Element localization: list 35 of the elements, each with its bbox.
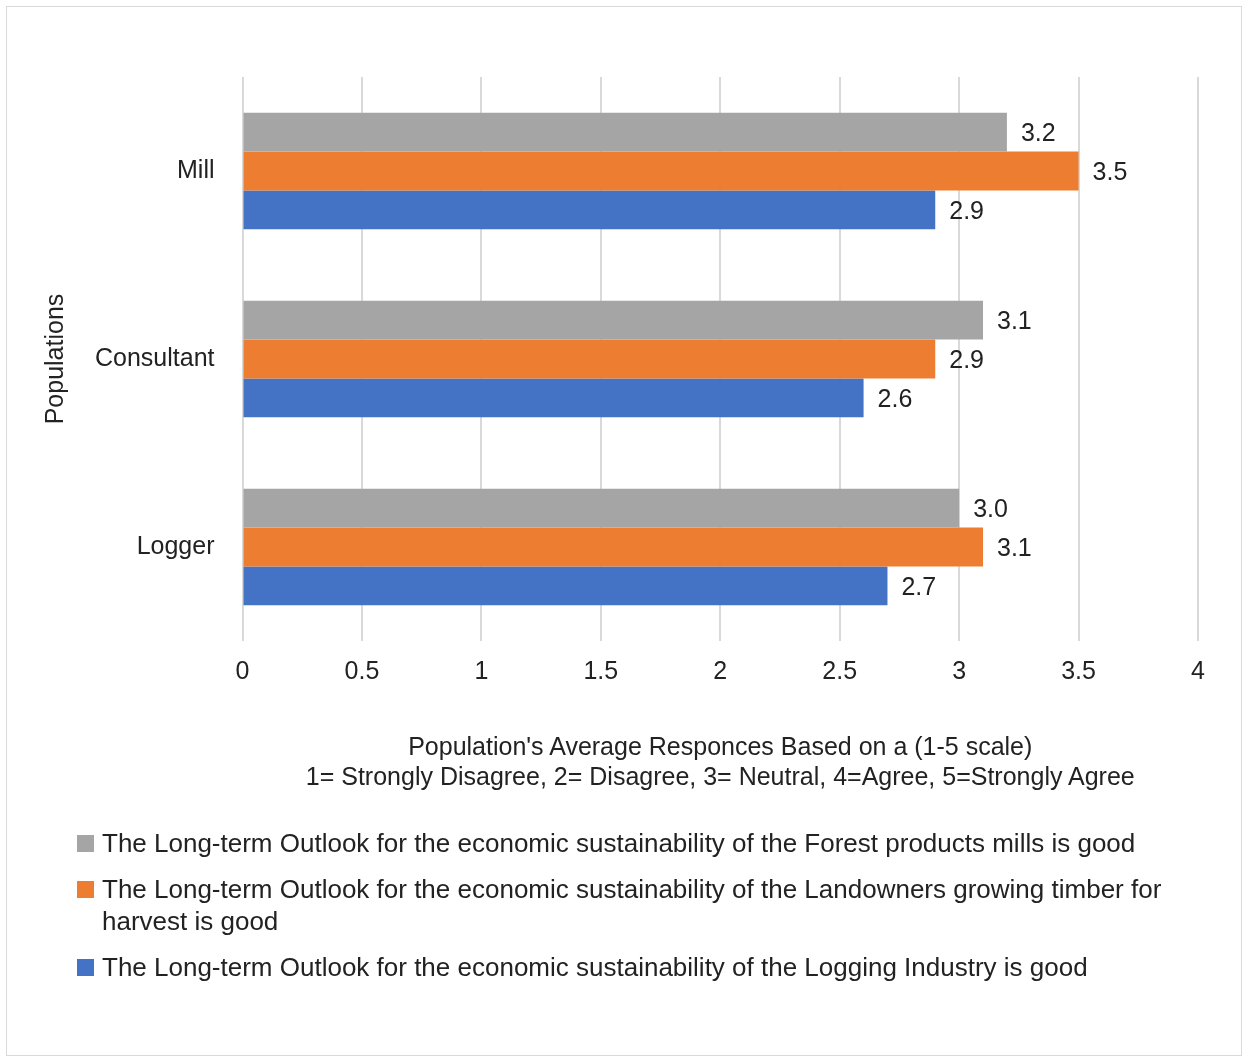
- y-tick-label: Consultant: [94, 342, 215, 371]
- bar: [243, 566, 888, 606]
- data-label: 3.1: [997, 306, 1032, 335]
- data-label: 3.0: [973, 494, 1008, 523]
- x-axis-title: Population's Average Responces Based on a (1-5 scale) 1= Strongly Disagree, 2= Disagree, 3= Neutral, 4=Agree, 5=Strongly Agree: [305, 731, 1135, 790]
- y-axis-title: Populations: [39, 293, 68, 425]
- bar: [243, 378, 864, 418]
- bar: [243, 300, 984, 340]
- data-label: 2.7: [901, 571, 937, 600]
- bar: [243, 339, 936, 379]
- x-tick-label: 4: [1191, 655, 1206, 684]
- data-label: 3.2: [1020, 118, 1056, 147]
- x-tick-label: 1: [474, 655, 489, 684]
- legend-label: The Long-term Outlook for the economic sustainability of the Logging Industry is good: [102, 951, 1088, 983]
- data-label: 3.5: [1092, 156, 1128, 185]
- bar: [243, 527, 984, 567]
- x-tick-label: 2.5: [822, 655, 858, 684]
- x-tick-label: 1.5: [583, 655, 619, 684]
- y-tick-label: Mill: [177, 154, 215, 183]
- bar: [243, 488, 960, 528]
- x-tick-label: 2: [713, 655, 728, 684]
- data-label: 2.9: [949, 344, 985, 373]
- x-tick-label: 0: [235, 655, 250, 684]
- x-tick-label: 0.5: [344, 655, 380, 684]
- bar: [243, 112, 1007, 152]
- data-label: 3.1: [997, 532, 1032, 561]
- y-tick-label: Logger: [136, 530, 215, 559]
- data-label: 2.6: [877, 383, 913, 412]
- bar: [243, 151, 1079, 191]
- x-tick-label: 3.5: [1061, 655, 1096, 684]
- data-label: 2.9: [949, 195, 985, 224]
- legend-label: The Long-term Outlook for the economic sustainability of the Forest products mills is good: [102, 827, 1136, 859]
- legend-label: The Long-term Outlook for the economic sustainability of the Landowners growing timber for harvest is good: [102, 873, 1163, 937]
- bar: [243, 190, 936, 230]
- x-tick-label: 3: [952, 655, 967, 684]
